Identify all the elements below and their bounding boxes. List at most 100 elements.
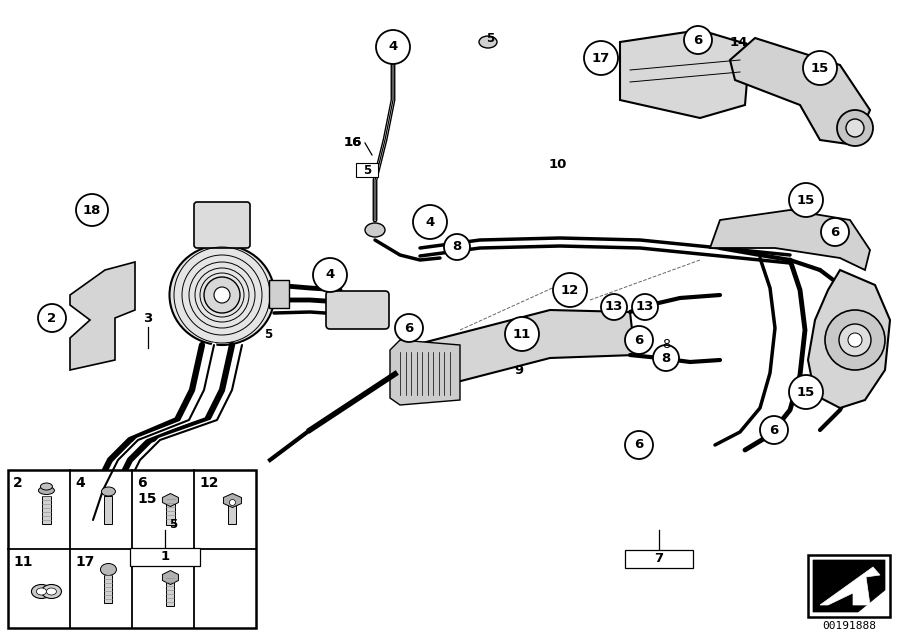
Ellipse shape — [47, 588, 57, 595]
Text: 6: 6 — [634, 438, 644, 452]
Text: 5: 5 — [264, 329, 272, 342]
Text: 11: 11 — [13, 555, 32, 569]
Circle shape — [632, 294, 658, 320]
Circle shape — [625, 326, 653, 354]
Text: 8: 8 — [453, 240, 462, 254]
Text: 11: 11 — [513, 328, 531, 340]
Text: 10: 10 — [549, 158, 567, 172]
Circle shape — [204, 277, 240, 313]
Ellipse shape — [36, 588, 47, 595]
Polygon shape — [162, 494, 178, 506]
Text: 15: 15 — [796, 193, 815, 207]
Ellipse shape — [39, 487, 54, 495]
Bar — [808, 555, 890, 617]
Text: 2: 2 — [48, 312, 57, 324]
Circle shape — [789, 375, 823, 409]
Text: 4: 4 — [426, 216, 435, 228]
Polygon shape — [813, 560, 885, 612]
Bar — [104, 495, 112, 523]
Ellipse shape — [169, 245, 274, 345]
Circle shape — [444, 234, 470, 260]
Text: 12: 12 — [561, 284, 579, 296]
Text: 2: 2 — [13, 476, 22, 490]
Polygon shape — [808, 270, 890, 408]
Ellipse shape — [102, 487, 115, 496]
Bar — [269, 280, 289, 308]
Circle shape — [821, 218, 849, 246]
Text: 6: 6 — [404, 322, 414, 335]
Bar — [625, 550, 693, 568]
Circle shape — [214, 287, 230, 303]
Text: 18: 18 — [137, 555, 157, 569]
Ellipse shape — [40, 483, 52, 490]
Circle shape — [553, 273, 587, 307]
Text: 16: 16 — [344, 137, 362, 149]
Circle shape — [376, 30, 410, 64]
Text: 17: 17 — [592, 52, 610, 64]
Text: 1: 1 — [160, 551, 169, 563]
Circle shape — [38, 304, 66, 332]
Bar — [42, 495, 51, 523]
Circle shape — [230, 499, 236, 506]
Circle shape — [584, 41, 618, 75]
Bar — [104, 574, 112, 602]
Text: 14: 14 — [730, 36, 749, 48]
Text: 4: 4 — [389, 41, 398, 53]
Text: 15: 15 — [137, 492, 157, 506]
Text: 17: 17 — [75, 555, 94, 569]
Text: 00191888: 00191888 — [822, 621, 876, 631]
Text: 5: 5 — [169, 518, 177, 530]
Circle shape — [825, 310, 885, 370]
Circle shape — [803, 51, 837, 85]
Ellipse shape — [479, 36, 497, 48]
Ellipse shape — [41, 584, 61, 598]
Circle shape — [684, 26, 712, 54]
Circle shape — [839, 324, 871, 356]
FancyBboxPatch shape — [326, 291, 389, 329]
Text: 6: 6 — [693, 34, 703, 46]
Text: 4: 4 — [75, 476, 85, 490]
Bar — [130, 548, 200, 566]
Text: 6: 6 — [137, 476, 147, 490]
Text: 18: 18 — [83, 204, 101, 216]
Text: 6: 6 — [634, 333, 644, 347]
Ellipse shape — [32, 584, 51, 598]
Circle shape — [653, 345, 679, 371]
Circle shape — [76, 194, 108, 226]
Text: 5: 5 — [363, 163, 371, 177]
Text: 6: 6 — [770, 424, 778, 436]
Text: 12: 12 — [199, 476, 219, 490]
Polygon shape — [223, 494, 241, 508]
Text: 8: 8 — [662, 338, 670, 352]
Ellipse shape — [101, 563, 116, 576]
Text: 9: 9 — [515, 364, 524, 377]
Circle shape — [625, 431, 653, 459]
Circle shape — [846, 119, 864, 137]
Text: 15: 15 — [796, 385, 815, 399]
Bar — [166, 577, 175, 605]
Circle shape — [395, 314, 423, 342]
Text: 7: 7 — [654, 553, 663, 565]
Polygon shape — [390, 340, 460, 405]
Text: 13: 13 — [635, 300, 654, 314]
Ellipse shape — [224, 498, 240, 505]
Polygon shape — [710, 210, 870, 270]
Text: 6: 6 — [831, 226, 840, 238]
Circle shape — [413, 205, 447, 239]
Polygon shape — [620, 30, 750, 118]
Polygon shape — [820, 567, 880, 605]
Circle shape — [789, 183, 823, 217]
Polygon shape — [162, 570, 178, 584]
Text: 13: 13 — [605, 300, 623, 314]
Circle shape — [848, 333, 862, 347]
Polygon shape — [395, 310, 635, 398]
Bar — [166, 499, 175, 525]
Polygon shape — [70, 262, 135, 370]
Circle shape — [760, 416, 788, 444]
Text: 15: 15 — [811, 62, 829, 74]
Text: 4: 4 — [326, 268, 335, 282]
Circle shape — [505, 317, 539, 351]
Circle shape — [601, 294, 627, 320]
Text: 8: 8 — [662, 352, 670, 364]
Bar — [229, 502, 237, 523]
